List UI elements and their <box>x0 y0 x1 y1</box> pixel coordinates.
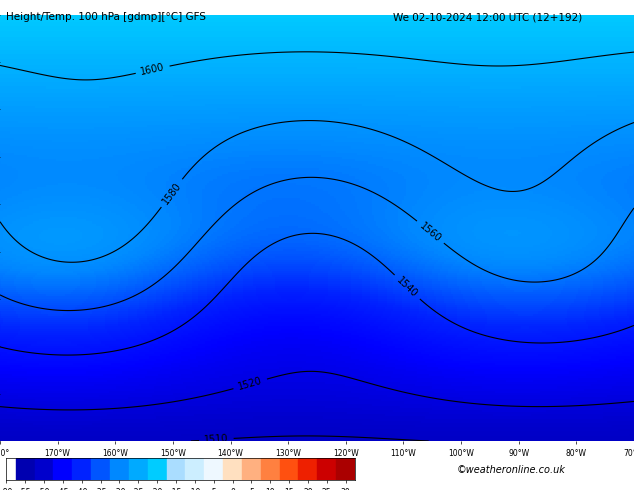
Bar <box>223 458 242 480</box>
Bar <box>318 458 336 480</box>
Text: Height/Temp. 100 hPa [gdmp][°C] GFS: Height/Temp. 100 hPa [gdmp][°C] GFS <box>6 12 206 22</box>
Text: We 02-10-2024 12:00 UTC (12+192): We 02-10-2024 12:00 UTC (12+192) <box>393 12 583 22</box>
Bar <box>72 458 91 480</box>
Bar <box>299 458 318 480</box>
Bar <box>91 458 110 480</box>
Text: 1540: 1540 <box>395 275 420 299</box>
Text: 1560: 1560 <box>418 220 443 244</box>
Bar <box>110 458 129 480</box>
Bar <box>204 458 223 480</box>
Bar <box>129 458 148 480</box>
Bar <box>242 458 261 480</box>
Text: 1580: 1580 <box>160 180 183 206</box>
Bar <box>35 458 53 480</box>
Bar <box>53 458 72 480</box>
Bar <box>185 458 204 480</box>
Bar <box>167 458 185 480</box>
Bar <box>16 458 35 480</box>
Bar <box>261 458 280 480</box>
Text: ©weatheronline.co.uk: ©weatheronline.co.uk <box>456 466 566 475</box>
Bar <box>336 458 355 480</box>
Text: 1510: 1510 <box>204 434 229 445</box>
Bar <box>148 458 167 480</box>
Text: 1600: 1600 <box>139 62 165 77</box>
Bar <box>280 458 299 480</box>
Text: 1520: 1520 <box>237 376 264 392</box>
